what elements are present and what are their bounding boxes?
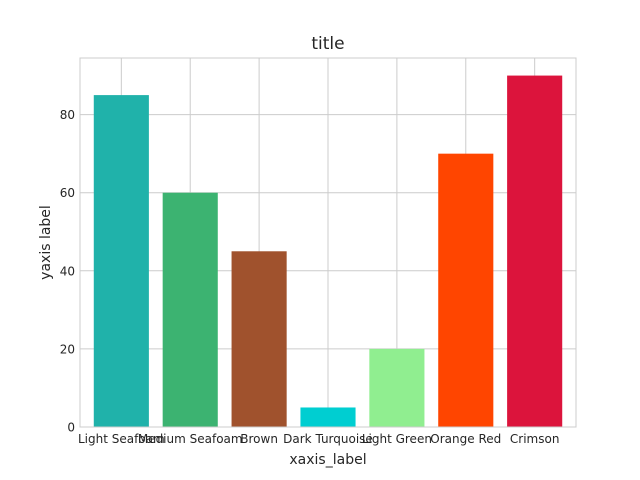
- y-tick-label: 0: [67, 421, 75, 435]
- grid-lines: [80, 58, 576, 428]
- bar: [369, 348, 425, 427]
- bar: [438, 153, 494, 427]
- x-tick-label: Light Seafoam: [78, 432, 165, 446]
- x-tick-label: Medium Seafoam: [138, 432, 243, 446]
- bar: [93, 95, 149, 427]
- y-tick-label: 80: [60, 108, 75, 122]
- plot-frame: [79, 57, 577, 428]
- y-tick-labels: 0 20 40 60 80: [60, 108, 75, 434]
- y-tick-label: 40: [60, 264, 75, 278]
- chart-title: title: [311, 34, 344, 54]
- bar: [162, 192, 218, 427]
- x-tick-label: Light Green: [362, 432, 432, 446]
- x-tick-label: Crimson: [510, 432, 560, 446]
- y-axis-label: yaxis label: [38, 205, 54, 280]
- x-tick-label: Dark Turquoise: [283, 432, 373, 446]
- bar: [507, 75, 563, 428]
- x-tick-label: Orange Red: [430, 432, 501, 446]
- bar: [231, 251, 287, 427]
- y-tick-label: 20: [60, 342, 75, 356]
- bars: [93, 75, 563, 428]
- bar: [300, 407, 356, 427]
- x-tick-label: Brown: [240, 432, 278, 446]
- y-tick-label: 60: [60, 186, 75, 200]
- x-axis-label: xaxis_label: [289, 452, 366, 468]
